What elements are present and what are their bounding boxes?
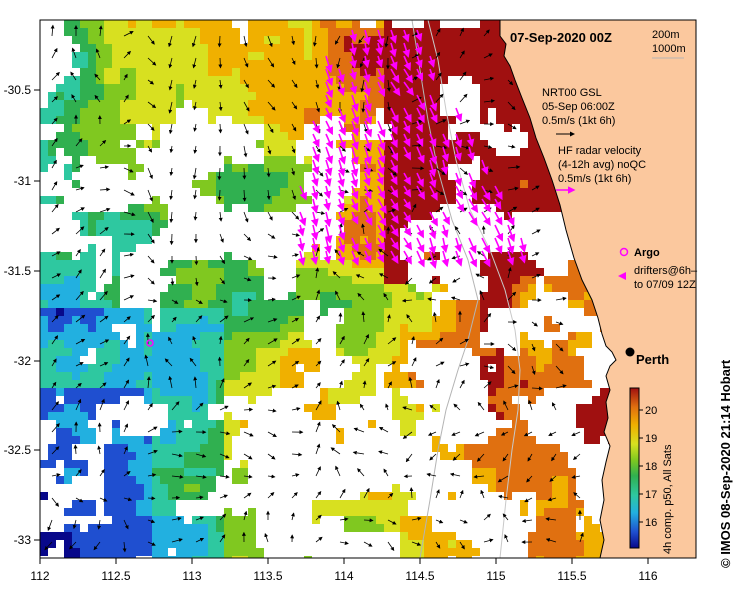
argo-float-marker (146, 339, 154, 347)
colorbar-ticks (639, 409, 643, 523)
model-time: 05-Sep 06:00Z (542, 101, 615, 113)
x-tick-label: 113 (182, 569, 201, 583)
x-tick-label: 116 (638, 569, 657, 583)
y-tick-label: -32.5 (4, 443, 32, 457)
x-tick-label: 115.5 (557, 569, 586, 583)
y-tick-label: -31 (14, 174, 32, 188)
x-tick-label: 115 (486, 569, 505, 583)
model-name: NRT00 GSL (542, 87, 602, 99)
x-axis (39, 558, 649, 564)
y-axis (34, 89, 40, 541)
y-tick-label: -32 (14, 354, 32, 368)
radar-avg: (4-12h avg) noQC (558, 159, 646, 171)
drifters-legend-label: drifters@6h– (634, 265, 698, 277)
drifters-legend-to: to 07/09 12Z (634, 279, 696, 291)
hf-radar-vectors (297, 29, 527, 269)
x-tick-label: 114.5 (405, 569, 434, 583)
argo-legend-marker (619, 247, 629, 257)
depth-legend-1000m: 1000m (652, 43, 686, 55)
city-label-perth: Perth (636, 352, 669, 367)
depth-contour-200m (427, 20, 521, 558)
depth-legend-200m: 200m (652, 29, 680, 41)
radar-title: HF radar velocity (558, 145, 642, 157)
colorbar (629, 387, 640, 549)
colorbar-tick-label: 17 (645, 489, 657, 501)
x-tick-label: 112.5 (101, 569, 130, 583)
map-title: 07-Sep-2020 00Z (510, 30, 612, 45)
drifter-legend-marker (618, 272, 626, 280)
argo-legend-label: Argo (634, 247, 660, 259)
y-tick-label: -31.5 (4, 264, 32, 278)
plot-frame (39, 19, 697, 559)
x-tick-label: 112 (30, 569, 49, 583)
y-tick-label: -33 (14, 533, 32, 547)
colorbar-tick-label: 20 (645, 405, 657, 417)
y-tick-label: -30.5 (4, 83, 32, 97)
model-current-vectors (44, 24, 584, 553)
imos-credit: © IMOS 08-Sep-2020 21:14 Hobart (718, 359, 733, 568)
x-tick-label: 113.5 (253, 569, 282, 583)
perth-marker (625, 347, 635, 357)
x-tick-label: 114 (334, 569, 353, 583)
colorbar-tick-label: 19 (645, 433, 657, 445)
depth-contour-1000m (411, 20, 479, 558)
model-scale: 0.5m/s (1kt 6h) (542, 115, 615, 127)
colorbar-tick-label: 16 (645, 517, 657, 529)
colorbar-tick-label: 18 (645, 461, 657, 473)
radar-scale: 0.5m/s (1kt 6h) (558, 173, 631, 185)
colorbar-label: 4h comp. p50, All Sats (662, 444, 674, 554)
